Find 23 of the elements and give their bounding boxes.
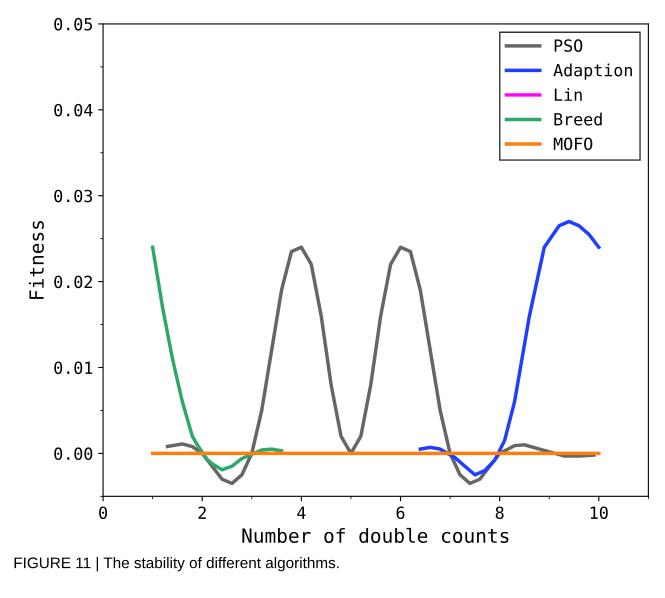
x-tick-label: 2 xyxy=(198,506,206,519)
x-tick-label: 10 xyxy=(590,506,608,520)
x-tick-label: 4 xyxy=(297,506,306,519)
y-tick-label: 0.04 xyxy=(54,104,93,116)
legend-label: Adaption xyxy=(553,64,632,80)
x-tick-label: 0 xyxy=(99,506,108,520)
y-tick-label: 0.01 xyxy=(54,362,92,374)
x-tick-label: 6 xyxy=(396,506,404,520)
line-series xyxy=(150,246,284,472)
y-tick-label: 0.05 xyxy=(54,18,92,31)
y-tick-label: 0.03 xyxy=(54,190,92,202)
x-tick-label: 8 xyxy=(496,506,504,520)
legend-label: MOFO xyxy=(554,138,592,150)
caption: FIGURE 11 | The stability of different algorithms. xyxy=(14,557,339,572)
legend-label: PSO xyxy=(554,39,582,52)
line-series xyxy=(166,246,596,486)
y-axis-title: Fitness xyxy=(28,221,44,299)
x-axis-title: Number of double counts xyxy=(242,528,508,543)
y-tick-label: 0.00 xyxy=(54,447,92,460)
legend-label: Breed xyxy=(554,112,602,126)
line-series xyxy=(418,220,601,477)
legend-label: Lin xyxy=(554,88,582,101)
y-tick-label: 0.02 xyxy=(54,276,92,288)
